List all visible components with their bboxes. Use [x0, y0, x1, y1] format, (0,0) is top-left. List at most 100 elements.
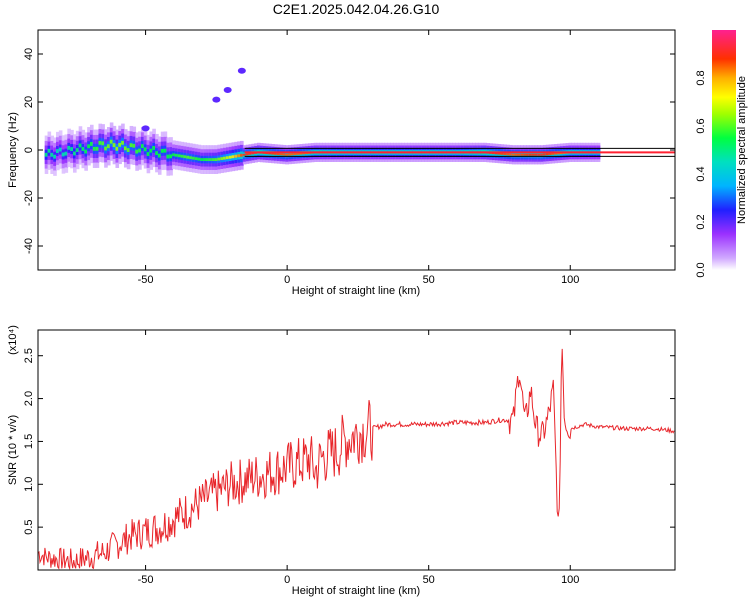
x-tick-label: 100	[561, 274, 579, 286]
heatmap-cell	[135, 149, 139, 154]
heatmap-cell	[67, 145, 71, 150]
snr-x-label: Height of straight line (km)	[292, 585, 420, 597]
colorbar-tick-label: 0.6	[695, 118, 707, 133]
heatmap-cell	[92, 146, 97, 151]
heatmap-outlier	[237, 67, 246, 74]
spectrogram-heatmap	[44, 67, 675, 176]
heatmap-cell	[274, 152, 278, 155]
x-tick-label: 50	[423, 274, 435, 286]
heatmap-cell	[200, 158, 205, 162]
x-tick-label: 100	[561, 574, 579, 586]
colorbar-label: Normalized spectral amplitude	[736, 76, 748, 224]
heatmap-cell	[245, 153, 250, 156]
heatmap-cell	[220, 157, 224, 161]
heatmap-cell	[138, 148, 142, 153]
heatmap-cell	[214, 158, 219, 162]
colorbar-tick-label: 0.4	[695, 166, 707, 181]
heatmap-cell	[160, 148, 165, 153]
heatmap-cell	[514, 153, 519, 156]
heatmap-cell	[534, 153, 539, 156]
heatmap-cell	[508, 153, 513, 156]
spectrogram-x-axis: -50 0 50 100	[138, 30, 579, 286]
figure-title: C2E1.2025.042.04.26.G10	[273, 1, 440, 17]
heatmap-cell	[44, 152, 49, 157]
heatmap-cell	[112, 143, 117, 148]
heatmap-cell	[61, 152, 66, 157]
heatmap-cell	[169, 154, 173, 159]
snr-y-label: SNR (10 * v/v)	[7, 415, 19, 485]
heatmap-cell	[500, 152, 505, 155]
heatmap-cell	[537, 153, 541, 156]
colorbar-tick-label: 0.8	[695, 70, 707, 85]
heatmap-cell	[540, 153, 544, 156]
heatmap-cell	[172, 153, 176, 157]
heatmap-cell	[64, 151, 69, 156]
y-tick-label: 20	[23, 96, 35, 108]
heatmap-cell	[132, 143, 137, 148]
heatmap-cell	[248, 152, 253, 155]
snr-frame	[37, 329, 676, 571]
heatmap-cell	[234, 154, 238, 158]
y-tick-label: -20	[23, 190, 35, 206]
heatmap-cell	[73, 151, 77, 156]
heatmap-cell	[152, 145, 156, 150]
heatmap-cell	[217, 157, 221, 161]
snr-x-axis: -50 0 50 100	[138, 330, 579, 586]
y-tick-label: 1.5	[23, 434, 35, 449]
heatmap-cell	[47, 148, 52, 153]
heatmap-cell	[95, 146, 100, 151]
heatmap-cell	[56, 149, 60, 153]
heatmap-cell	[291, 153, 295, 156]
heatmap-cell	[101, 141, 105, 146]
heatmap-cell	[70, 147, 74, 152]
heatmap-cell	[548, 153, 553, 156]
heatmap-cell	[166, 154, 171, 159]
heatmap-outlier	[223, 87, 232, 93]
heatmap-cell	[237, 154, 241, 158]
heatmap-cell	[118, 142, 122, 147]
heatmap-cell	[545, 153, 550, 156]
heatmap-cell	[146, 152, 151, 156]
colorbar-tick-label: 0.2	[695, 214, 707, 229]
spectrogram-x-label: Height of straight line (km)	[292, 285, 420, 297]
heatmap-cell	[126, 148, 131, 152]
heatmap-cell	[525, 153, 530, 156]
y-tick-label: 2.5	[23, 348, 35, 363]
heatmap-cell	[296, 152, 301, 155]
heatmap-cell	[506, 153, 510, 156]
heatmap-cell	[531, 153, 536, 156]
colorbar: 0.0 0.2 0.4 0.6 0.8 Normalized spectral ampl…	[695, 30, 748, 278]
heatmap-cell	[53, 154, 57, 159]
heatmap-cell	[109, 139, 114, 144]
heatmap-cell	[163, 148, 168, 153]
heatmap-cell	[497, 152, 502, 155]
spectrogram-panel: -50 0 50 100 -40 -20 0 20 40 Height of straight…	[7, 29, 676, 297]
snr-y-axis: 0.5 1.0 1.5 2.0 2.5	[23, 348, 675, 535]
heatmap-cell	[143, 147, 148, 152]
heatmap-cell	[87, 144, 91, 149]
heatmap-cell	[225, 156, 230, 160]
x-tick-label: -50	[138, 574, 154, 586]
y-tick-label: -40	[23, 238, 35, 254]
heatmap-cell	[299, 152, 304, 155]
heatmap-cell	[542, 153, 547, 156]
heatmap-cell	[279, 153, 284, 156]
heatmap-cell	[285, 153, 289, 156]
x-tick-label: 0	[284, 574, 290, 586]
heatmap-cell	[288, 153, 292, 156]
heatmap-cell	[84, 149, 88, 154]
heatmap-cell	[189, 156, 193, 160]
snr-y-scale-note: (x10⁴)	[7, 325, 19, 355]
y-tick-label: 0.5	[23, 519, 35, 534]
heatmap-cell	[157, 153, 162, 158]
heatmap-cell	[106, 144, 111, 149]
heatmap-cell	[293, 153, 298, 156]
heatmap-cell	[206, 158, 210, 162]
heatmap-cell	[208, 158, 213, 162]
heatmap-cell	[523, 153, 527, 156]
heatmap-cell	[58, 147, 63, 152]
heatmap-cell	[123, 146, 128, 151]
heatmap-cell	[511, 153, 516, 156]
heatmap-cell	[228, 155, 233, 159]
heatmap-cell	[180, 154, 185, 158]
